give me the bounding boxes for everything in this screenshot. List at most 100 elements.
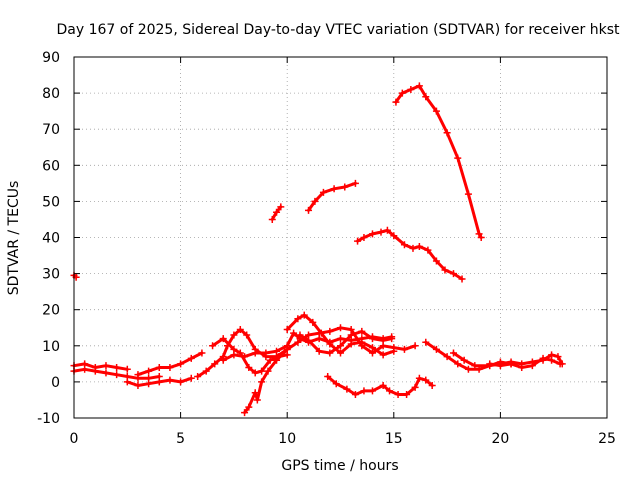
data-point: [464, 365, 472, 373]
x-tick-label: 5: [176, 431, 185, 447]
data-point: [202, 367, 210, 375]
data-point: [305, 336, 313, 344]
series-prn-g: [209, 335, 291, 377]
data-point: [360, 234, 368, 241]
data-point: [294, 338, 302, 346]
data-point: [554, 353, 562, 361]
data-point: [251, 349, 259, 357]
axis-ticks: [73, 56, 608, 419]
data-point: [337, 324, 344, 332]
data-point: [390, 347, 398, 355]
data-point: [290, 329, 298, 337]
data-point: [273, 347, 281, 355]
y-tick-label: 70: [42, 122, 60, 138]
data-point: [337, 349, 344, 357]
data-point: [496, 362, 504, 370]
series-prn-p: [392, 82, 485, 241]
x-tick-label: 15: [385, 431, 403, 447]
data-point: [283, 326, 291, 334]
data-point: [326, 327, 334, 335]
data-point: [518, 363, 526, 371]
data-point: [460, 356, 468, 364]
data-point: [315, 347, 323, 355]
data-point: [262, 349, 270, 357]
data-point: [155, 363, 163, 371]
data-point: [266, 356, 274, 364]
series-line: [298, 329, 394, 355]
data-point: [273, 208, 281, 216]
x-tick-label: 10: [278, 431, 296, 447]
x-tick-label: 0: [70, 431, 79, 447]
data-point: [398, 89, 406, 97]
data-point: [454, 154, 462, 162]
series-prn-l: [324, 372, 436, 399]
data-point: [377, 228, 385, 236]
y-tick-label: 90: [42, 50, 60, 66]
data-point: [236, 326, 244, 334]
data-point: [198, 349, 206, 357]
series-prn-e: [134, 349, 206, 379]
data-point: [341, 183, 349, 191]
data-point: [432, 345, 440, 353]
data-point: [379, 351, 387, 359]
data-point: [326, 349, 334, 357]
data-point: [400, 345, 408, 353]
data-point: [548, 356, 556, 364]
data-point: [123, 378, 131, 386]
series-prn-k: [296, 327, 396, 357]
series-line: [211, 337, 289, 375]
data-point: [332, 380, 340, 388]
data-point: [388, 335, 396, 343]
data-point: [386, 387, 394, 395]
data-point: [166, 363, 174, 371]
data-point: [241, 353, 249, 361]
data-point: [194, 372, 202, 380]
data-point: [400, 241, 408, 249]
data-point: [102, 369, 110, 377]
data-point: [432, 107, 440, 115]
data-point: [209, 342, 217, 350]
series-line: [394, 84, 483, 239]
data-point: [486, 360, 494, 368]
data-point: [123, 365, 131, 373]
data-point: [102, 362, 110, 370]
y-tick-labels: -10 0 10 20 30 40 50 60 70 80 90: [37, 50, 60, 427]
data-point: [273, 356, 281, 364]
data-point: [368, 335, 376, 343]
y-tick-label: 0: [51, 375, 60, 391]
data-point: [283, 345, 291, 353]
data-point: [507, 360, 515, 368]
data-point: [443, 353, 451, 361]
data-point: [358, 338, 366, 346]
data-point: [268, 215, 276, 223]
y-tick-label: 30: [42, 267, 60, 283]
data-point: [230, 351, 238, 359]
data-point: [358, 327, 366, 335]
data-point: [251, 389, 259, 397]
data-point: [113, 371, 121, 379]
data-point: [187, 354, 195, 362]
data-point: [245, 363, 253, 371]
data-point: [300, 311, 308, 319]
data-point: [368, 387, 376, 395]
data-point: [258, 378, 266, 386]
data-point: [368, 344, 376, 352]
data-point: [305, 206, 313, 214]
data-point: [556, 360, 564, 368]
data-point: [326, 340, 334, 348]
data-point: [311, 197, 319, 205]
data-point: [441, 266, 449, 274]
data-point: [432, 257, 440, 265]
data-point: [422, 376, 430, 384]
data-point: [409, 244, 417, 252]
data-point: [155, 378, 163, 386]
data-point: [415, 374, 423, 382]
data-point: [411, 342, 419, 350]
data-point: [477, 234, 485, 241]
data-point: [81, 365, 89, 373]
data-point: [383, 226, 391, 234]
data-point: [330, 185, 338, 193]
data-point: [464, 190, 472, 198]
data-point: [475, 230, 483, 238]
